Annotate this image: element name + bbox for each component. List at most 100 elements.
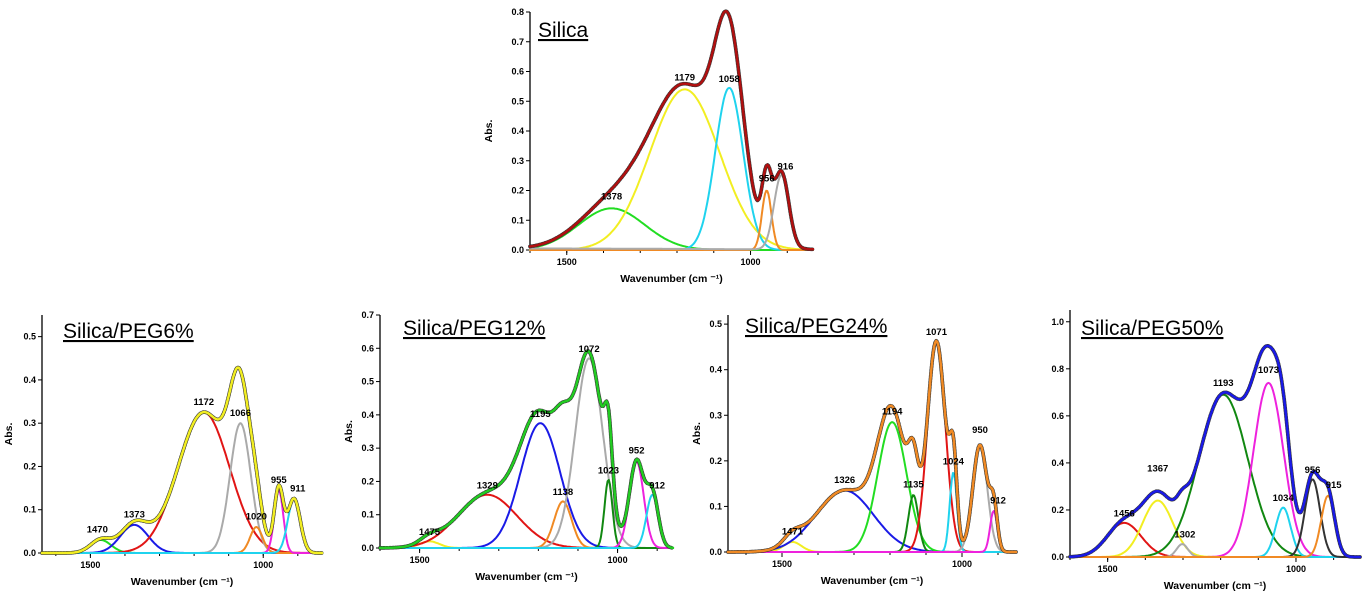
y-tick-label: 0.1	[709, 501, 722, 511]
peak-label: 952	[629, 445, 645, 456]
x-tick-label: 1500	[1098, 564, 1118, 574]
peak-label: 1024	[943, 457, 965, 468]
peak-label: 1470	[87, 525, 108, 536]
peak-label: 1326	[834, 475, 855, 486]
x-axis-title: Wavenumber (cm ⁻¹)	[475, 571, 578, 583]
y-tick-label: 0.0	[23, 548, 36, 558]
peak-label: 1034	[1273, 493, 1295, 504]
y-tick-label: 0.5	[361, 377, 374, 387]
x-tick-label: 1000	[1286, 564, 1306, 574]
component-curve-7	[379, 493, 674, 549]
chart-panel-peg50: 0.0 0.2 0.4 0.6 0.8 1.0 1500 1000 Wavenumber (cm…	[1030, 300, 1367, 592]
y-tick-label: 0.6	[511, 67, 524, 77]
x-tick-label: 1000	[608, 555, 628, 565]
measured-spectrum	[40, 365, 324, 555]
y-tick-label: 0.8	[1051, 364, 1064, 374]
chart-title: Silica/PEG24%	[745, 315, 887, 338]
y-tick-label: 0.6	[1051, 411, 1064, 421]
fitted-envelope	[40, 366, 324, 555]
peak-label: 912	[649, 480, 665, 491]
y-tick-label: 0.0	[709, 547, 722, 557]
component-curve-7	[1069, 494, 1361, 558]
peak-label: 955	[271, 475, 288, 486]
y-tick-label: 0.2	[361, 476, 374, 486]
y-tick-label: 0.2	[1051, 505, 1064, 515]
peak-label: 1373	[124, 510, 145, 521]
fitted-envelope	[528, 9, 815, 251]
fitted-envelope	[1068, 344, 1362, 559]
y-tick-label: 0.5	[709, 319, 722, 329]
chart-title: Silica/PEG6%	[63, 320, 194, 343]
peak-label: 1071	[926, 327, 948, 338]
peak-label: 1367	[1147, 464, 1168, 475]
y-tick-label: 0.8	[511, 7, 524, 17]
chart-title: Silica/PEG50%	[1081, 317, 1223, 340]
peak-label: 916	[778, 162, 794, 173]
peg12-chart-svg: 0.0 0.1 0.2 0.3 0.4 0.5 0.6 0.7 1500 1000 Wavenumb…	[343, 310, 675, 583]
x-tick-label: 1500	[557, 257, 577, 267]
peg50-chart-svg: 0.0 0.2 0.4 0.6 0.8 1.0 1500 1000 Wavenumber (cm…	[1051, 310, 1362, 592]
peak-label: 1456	[1114, 508, 1135, 519]
peak-label: 1058	[719, 74, 740, 85]
chart-title: Silica	[538, 19, 589, 42]
y-tick-label: 0.4	[511, 126, 524, 136]
y-axis-title: Abs.	[3, 423, 15, 446]
y-tick-label: 0.7	[511, 37, 524, 47]
fitted-envelope	[378, 349, 675, 550]
y-axis-title: Abs.	[483, 120, 495, 143]
x-tick-label: 1000	[253, 560, 273, 570]
x-tick-label: 1500	[772, 559, 792, 569]
peak-label: 1020	[246, 512, 267, 523]
y-tick-label: 0.3	[361, 443, 374, 453]
peak-label: 915	[1326, 480, 1343, 491]
peak-label: 1023	[598, 465, 619, 476]
component-curve-6	[41, 497, 323, 554]
x-axis-title: Wavenumber (cm ⁻¹)	[131, 576, 234, 588]
silica-chart-svg: 0.0 0.1 0.2 0.3 0.4 0.5 0.6 0.7 0.8 1500 1000 Waven…	[483, 7, 815, 285]
y-tick-label: 0.1	[511, 215, 524, 225]
y-tick-label: 0.5	[23, 332, 36, 342]
y-axis-title: Abs.	[343, 420, 355, 443]
peak-label: 1172	[193, 397, 214, 408]
y-tick-label: 0.4	[361, 410, 374, 420]
x-tick-label: 1000	[741, 257, 761, 267]
x-axis-title: Wavenumber (cm ⁻¹)	[821, 575, 924, 587]
component-curve-5	[41, 489, 323, 554]
peak-label: 1194	[882, 407, 903, 418]
y-tick-label: 0.0	[1051, 552, 1064, 562]
component-curve-0	[529, 207, 814, 251]
peak-label: 912	[990, 495, 1006, 506]
y-tick-label: 0.2	[23, 461, 36, 471]
y-tick-label: 0.4	[709, 365, 722, 375]
y-tick-label: 0.1	[23, 505, 36, 515]
chart-panel-peg6: 0.0 0.1 0.2 0.3 0.4 0.5 1500 1000 Wavenumber (cm…	[0, 305, 330, 592]
x-tick-label: 1000	[952, 559, 972, 569]
x-tick-label: 1500	[410, 555, 430, 565]
fitted-envelope	[726, 339, 1018, 554]
peak-label: 1195	[530, 409, 551, 420]
y-tick-label: 0.7	[361, 310, 374, 320]
peak-label: 956	[759, 174, 775, 185]
peg6-chart-svg: 0.0 0.1 0.2 0.3 0.4 0.5 1500 1000 Wavenumber (cm…	[3, 315, 324, 588]
peak-label: 1471	[782, 526, 804, 537]
component-curve-7	[727, 510, 1017, 553]
y-tick-label: 0.1	[361, 510, 374, 520]
peak-label: 1135	[903, 479, 924, 490]
y-tick-label: 0.6	[361, 343, 374, 353]
peak-label: 1073	[1258, 365, 1279, 376]
y-tick-label: 0.4	[23, 375, 36, 385]
y-tick-label: 1.0	[1051, 317, 1064, 327]
peak-label: 1179	[674, 72, 695, 83]
measured-spectrum	[726, 338, 1018, 554]
chart-panel-silica: 0.0 0.1 0.2 0.3 0.4 0.5 0.6 0.7 0.8 1500 1000 Waven…	[478, 0, 823, 300]
peak-label: 1329	[477, 480, 498, 491]
y-tick-label: 0.2	[709, 456, 722, 466]
peak-label: 956	[1305, 465, 1321, 476]
peak-label: 1066	[230, 408, 251, 419]
x-axis-title: Wavenumber (cm ⁻¹)	[1164, 580, 1267, 592]
y-tick-label: 0.0	[361, 543, 374, 553]
peg24-chart-svg: 0.0 0.1 0.2 0.3 0.4 0.5 1500 1000 Wavenumber (cm…	[691, 315, 1018, 587]
y-tick-label: 0.5	[511, 96, 524, 106]
chart-title: Silica/PEG12%	[403, 317, 545, 340]
x-axis-title: Wavenumber (cm ⁻¹)	[620, 273, 723, 285]
